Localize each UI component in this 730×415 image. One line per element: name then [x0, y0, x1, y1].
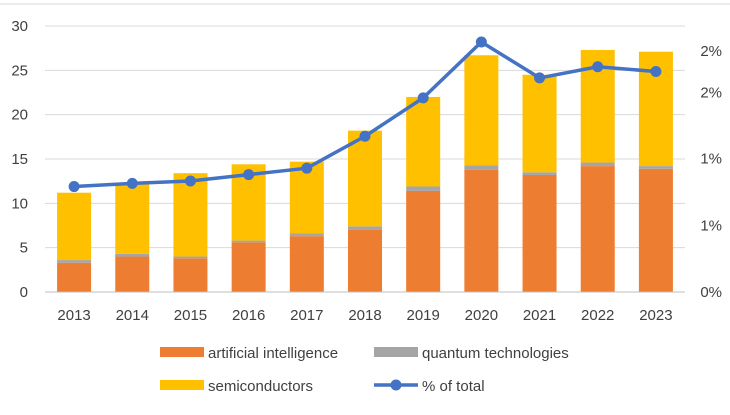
bar-artificial-intelligence [57, 262, 92, 292]
bar-artificial-intelligence [522, 174, 557, 292]
x-tick-label: 2013 [57, 307, 90, 324]
x-tick-label: 2021 [523, 307, 556, 324]
x-tick-label: 2014 [116, 307, 149, 324]
bar-semiconductors [57, 192, 92, 261]
line-point [184, 175, 196, 187]
legend-label: % of total [422, 378, 485, 395]
y2-tick-label: 2% [700, 84, 722, 101]
bar-semiconductors [173, 173, 208, 257]
x-tick-label: 2018 [348, 307, 381, 324]
x-tick-label: 2016 [232, 307, 265, 324]
line-point [301, 162, 313, 174]
bar-artificial-intelligence [580, 166, 615, 292]
bar-artificial-intelligence [464, 169, 499, 292]
bar-quantum-technologies [638, 166, 673, 169]
x-tick-label: 2019 [406, 307, 439, 324]
legend-swatch [374, 347, 418, 357]
bar-artificial-intelligence [115, 256, 150, 292]
line-point [592, 61, 604, 73]
y2-tick-label: 2% [700, 43, 722, 60]
bar-artificial-intelligence [348, 229, 382, 292]
x-tick-label: 2022 [581, 307, 614, 324]
line-point [475, 36, 487, 48]
legend-layer: artificial intelligence quantum technolog… [160, 345, 569, 395]
axis-layer: 0 5 10 15 20 25 30 0% 1% 1% 2% 2% 2013 2014 2015 2016 20… [11, 18, 722, 324]
bar-quantum-technologies [464, 165, 499, 170]
legend-label: quantum technologies [422, 345, 569, 362]
legend-item: % of total [374, 378, 485, 395]
bar-quantum-technologies [115, 253, 150, 257]
x-tick-label: 2020 [465, 307, 498, 324]
y-tick-label: 20 [11, 107, 28, 124]
y2-tick-label: 0% [700, 284, 722, 301]
bar-semiconductors [115, 182, 150, 254]
bar-quantum-technologies [173, 256, 208, 259]
y-tick-label: 15 [11, 151, 28, 168]
bar-quantum-technologies [231, 240, 266, 243]
line-point [243, 169, 255, 181]
bar-semiconductors [522, 74, 557, 173]
y2-tick-label: 1% [700, 151, 722, 168]
bar-quantum-technologies [57, 260, 92, 263]
bar-artificial-intelligence [173, 258, 208, 292]
legend-item: semiconductors [160, 378, 313, 395]
y-tick-label: 0 [20, 284, 28, 301]
bar-semiconductors [348, 130, 382, 227]
line-point [650, 66, 662, 78]
bar-layer [57, 49, 673, 292]
line-point [126, 177, 138, 189]
x-tick-label: 2017 [290, 307, 323, 324]
legend-item: artificial intelligence [160, 345, 338, 362]
bar-quantum-technologies [289, 233, 324, 237]
bar-quantum-technologies [348, 226, 382, 230]
y-tick-label: 25 [11, 62, 28, 79]
x-tick-label: 2015 [174, 307, 207, 324]
legend-marker [390, 379, 402, 391]
y-tick-label: 30 [11, 18, 28, 35]
x-tick-label: 2023 [639, 307, 672, 324]
y-tick-label: 10 [11, 195, 28, 212]
line-point [534, 72, 546, 84]
line-point [359, 130, 371, 142]
bar-artificial-intelligence [289, 236, 324, 292]
line-point [417, 92, 429, 104]
legend-swatch [160, 347, 204, 357]
bar-quantum-technologies [522, 172, 557, 175]
y-tick-label: 5 [20, 240, 28, 257]
bar-artificial-intelligence [231, 242, 266, 292]
y2-tick-label: 1% [700, 218, 722, 235]
legend-label: artificial intelligence [208, 345, 338, 362]
bar-semiconductors [464, 55, 499, 166]
legend-swatch [160, 380, 204, 390]
bar-artificial-intelligence [406, 190, 441, 292]
legend-item: quantum technologies [374, 345, 569, 362]
line-layer [68, 36, 662, 193]
bar-semiconductors [406, 96, 441, 187]
bar-artificial-intelligence [638, 168, 673, 292]
line-point [68, 181, 80, 193]
bar-quantum-technologies [406, 186, 441, 191]
legend-label: semiconductors [208, 378, 313, 395]
bar-quantum-technologies [580, 162, 615, 167]
